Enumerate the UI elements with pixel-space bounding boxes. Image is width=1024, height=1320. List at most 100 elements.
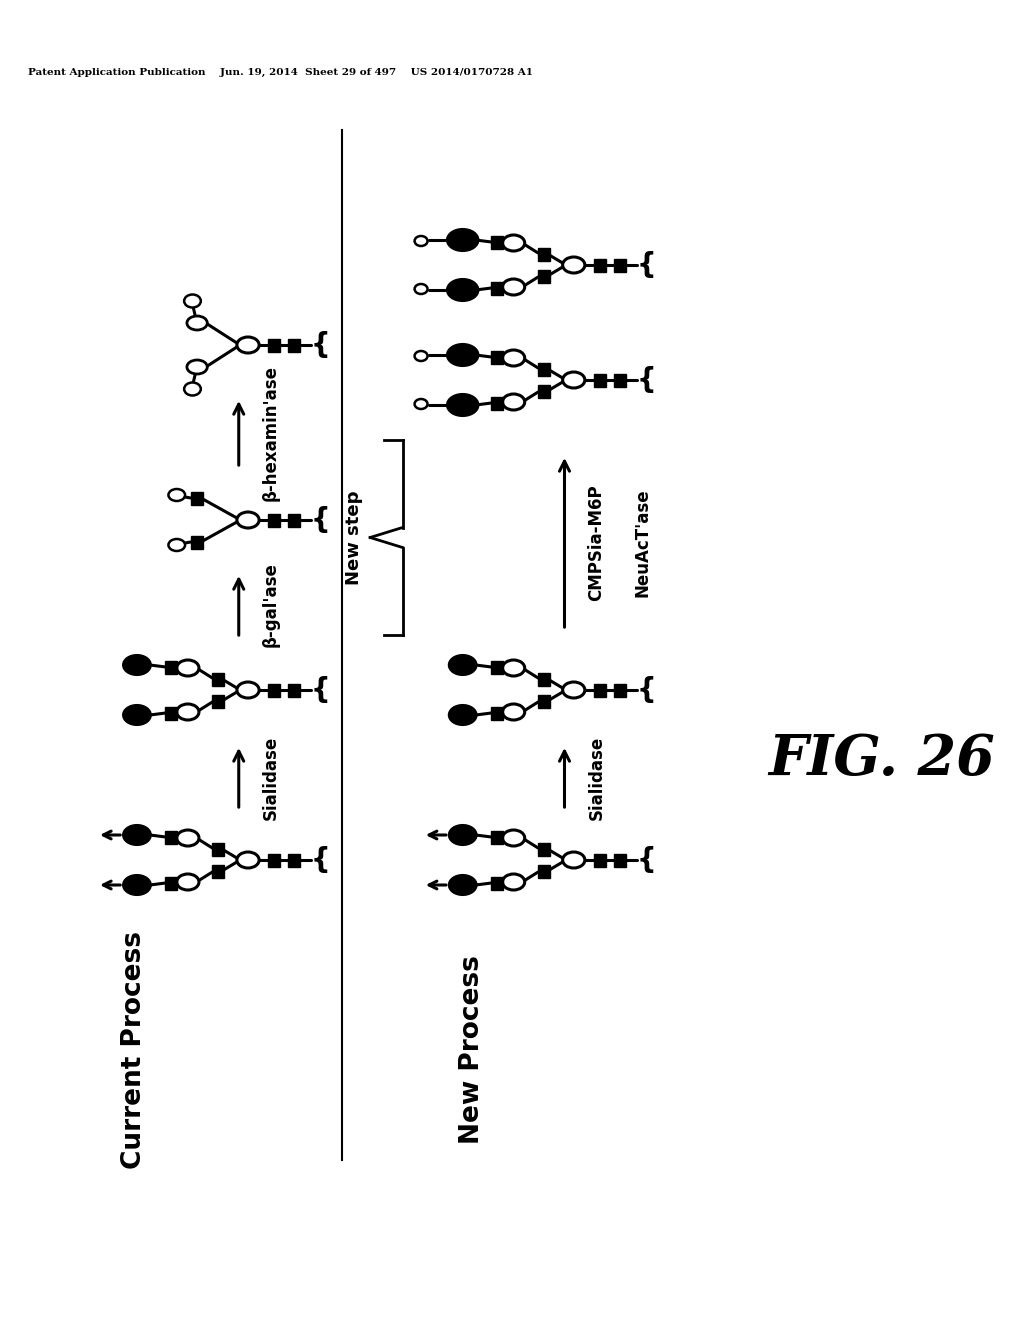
Ellipse shape <box>187 360 207 374</box>
Bar <box>289 854 300 866</box>
Bar <box>538 248 550 260</box>
Bar <box>212 842 224 855</box>
Text: {: { <box>637 846 656 874</box>
Text: {: { <box>311 846 331 874</box>
Text: NeuAcT'ase: NeuAcT'ase <box>634 488 652 598</box>
Bar <box>490 706 503 719</box>
Ellipse shape <box>503 704 524 719</box>
Polygon shape <box>446 231 459 249</box>
Bar <box>538 269 550 282</box>
Ellipse shape <box>168 488 185 502</box>
Bar <box>490 876 503 890</box>
Ellipse shape <box>446 393 478 416</box>
Bar <box>490 396 503 409</box>
Ellipse shape <box>177 704 199 719</box>
Text: {: { <box>637 676 656 704</box>
Ellipse shape <box>168 539 185 550</box>
Bar <box>268 854 280 866</box>
Bar <box>191 491 203 504</box>
Ellipse shape <box>184 383 201 396</box>
Bar <box>289 513 300 527</box>
Bar <box>594 854 605 866</box>
Text: CMPSia-M6P: CMPSia-M6P <box>588 484 605 602</box>
Ellipse shape <box>123 875 151 895</box>
Ellipse shape <box>503 830 524 846</box>
Text: {: { <box>637 251 656 279</box>
Ellipse shape <box>503 660 524 676</box>
Ellipse shape <box>237 512 259 528</box>
Ellipse shape <box>415 284 428 294</box>
Text: {: { <box>637 366 656 393</box>
Polygon shape <box>446 281 459 300</box>
Ellipse shape <box>562 851 585 869</box>
Bar <box>538 384 550 397</box>
Ellipse shape <box>177 830 199 846</box>
Bar <box>490 660 503 673</box>
Text: β-gal'ase: β-gal'ase <box>262 562 280 647</box>
Text: {: { <box>311 331 331 359</box>
Bar <box>165 830 177 843</box>
Text: New step: New step <box>345 490 364 585</box>
Bar <box>490 235 503 248</box>
Bar <box>191 536 203 549</box>
Bar <box>538 842 550 855</box>
Bar <box>538 865 550 878</box>
Bar <box>268 684 280 697</box>
Bar <box>212 672 224 685</box>
Bar <box>490 830 503 843</box>
Bar <box>165 876 177 890</box>
Bar <box>538 694 550 708</box>
Ellipse shape <box>177 874 199 890</box>
Ellipse shape <box>503 393 524 411</box>
Ellipse shape <box>562 257 585 273</box>
Text: {: { <box>311 676 331 704</box>
Text: Sialidase: Sialidase <box>262 735 280 820</box>
Ellipse shape <box>415 399 428 409</box>
Ellipse shape <box>449 655 476 675</box>
Bar <box>538 672 550 685</box>
Ellipse shape <box>446 228 478 251</box>
Ellipse shape <box>446 345 478 366</box>
Ellipse shape <box>503 350 524 366</box>
Ellipse shape <box>123 825 151 845</box>
Bar <box>212 865 224 878</box>
Ellipse shape <box>237 682 259 698</box>
Text: FIG. 26: FIG. 26 <box>768 733 995 788</box>
Ellipse shape <box>123 705 151 725</box>
Bar <box>490 281 503 294</box>
Ellipse shape <box>177 660 199 676</box>
Bar <box>289 338 300 351</box>
Ellipse shape <box>449 875 476 895</box>
Text: Current Process: Current Process <box>121 931 147 1170</box>
Bar <box>614 684 626 697</box>
Text: {: { <box>311 506 331 535</box>
Polygon shape <box>446 346 459 364</box>
Text: β-hexamin'ase: β-hexamin'ase <box>262 366 280 502</box>
Ellipse shape <box>503 874 524 890</box>
Ellipse shape <box>503 279 524 294</box>
Bar <box>490 351 503 363</box>
Bar <box>614 259 626 272</box>
Ellipse shape <box>184 294 201 308</box>
Bar <box>268 338 280 351</box>
Ellipse shape <box>237 851 259 869</box>
Text: Sialidase: Sialidase <box>588 735 605 820</box>
Bar <box>538 363 550 375</box>
Ellipse shape <box>123 655 151 675</box>
Bar <box>212 694 224 708</box>
Bar <box>594 259 605 272</box>
Bar <box>614 374 626 387</box>
Ellipse shape <box>562 372 585 388</box>
Ellipse shape <box>415 236 428 246</box>
Bar <box>165 660 177 673</box>
Ellipse shape <box>562 682 585 698</box>
Text: Patent Application Publication    Jun. 19, 2014  Sheet 29 of 497    US 2014/0170: Patent Application Publication Jun. 19, … <box>28 69 532 77</box>
Ellipse shape <box>237 337 259 352</box>
Bar <box>614 854 626 866</box>
Ellipse shape <box>503 235 524 251</box>
Bar <box>165 706 177 719</box>
Polygon shape <box>446 396 459 414</box>
Bar <box>268 513 280 527</box>
Bar <box>594 374 605 387</box>
Ellipse shape <box>449 705 476 725</box>
